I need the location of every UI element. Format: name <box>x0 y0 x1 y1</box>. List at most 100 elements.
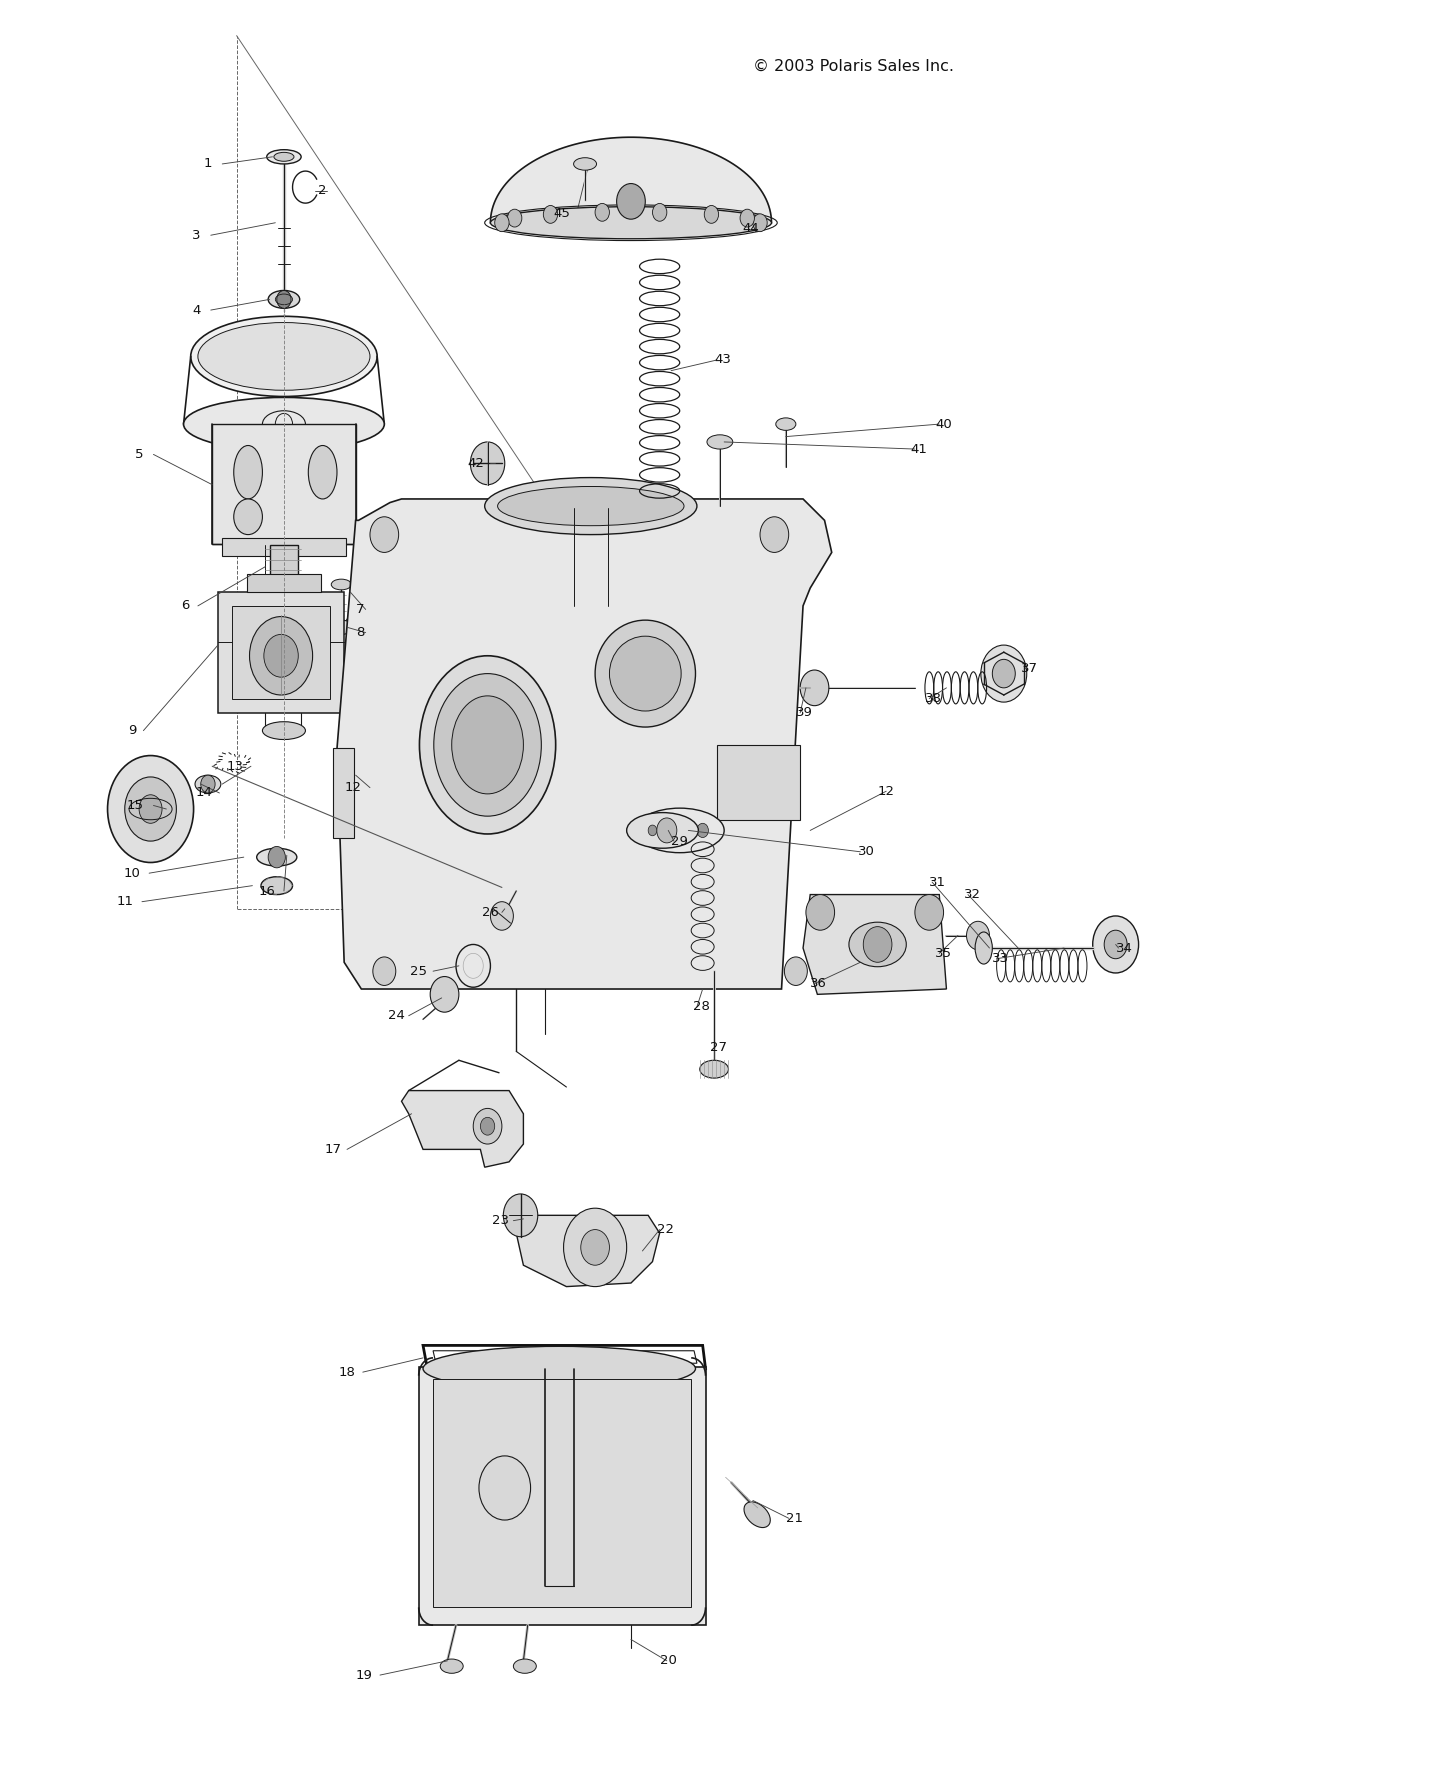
Ellipse shape <box>440 1659 463 1673</box>
Circle shape <box>648 825 657 836</box>
Text: 18: 18 <box>338 1365 356 1379</box>
Circle shape <box>595 203 609 221</box>
Text: 7: 7 <box>356 602 364 617</box>
Circle shape <box>806 895 835 930</box>
Circle shape <box>1104 930 1127 959</box>
Bar <box>222 538 346 556</box>
Circle shape <box>480 1117 495 1135</box>
Ellipse shape <box>274 153 294 162</box>
Polygon shape <box>516 1215 660 1287</box>
Circle shape <box>760 517 789 552</box>
Ellipse shape <box>700 1060 728 1078</box>
Circle shape <box>753 214 767 232</box>
Text: 33: 33 <box>992 952 1010 966</box>
Ellipse shape <box>184 397 384 451</box>
Ellipse shape <box>498 486 684 526</box>
Ellipse shape <box>635 809 724 852</box>
Text: 44: 44 <box>743 221 760 235</box>
Text: 26: 26 <box>482 905 499 920</box>
Circle shape <box>581 1230 609 1265</box>
Circle shape <box>617 184 645 219</box>
Text: 12: 12 <box>878 784 895 798</box>
Text: 2: 2 <box>318 184 327 198</box>
Text: 14: 14 <box>195 786 212 800</box>
Circle shape <box>108 756 194 862</box>
Ellipse shape <box>191 317 377 397</box>
Text: 34: 34 <box>1116 941 1133 955</box>
Text: 16: 16 <box>258 884 275 898</box>
Text: 12: 12 <box>344 781 361 795</box>
Circle shape <box>373 957 396 985</box>
Text: 38: 38 <box>925 691 942 706</box>
Text: 40: 40 <box>935 417 952 431</box>
Ellipse shape <box>485 478 697 535</box>
Circle shape <box>490 902 513 930</box>
Circle shape <box>125 777 176 841</box>
Text: 25: 25 <box>410 964 427 978</box>
Circle shape <box>668 816 691 845</box>
Ellipse shape <box>490 207 771 239</box>
Ellipse shape <box>609 636 681 711</box>
Text: 27: 27 <box>710 1041 727 1055</box>
Circle shape <box>967 921 989 950</box>
Ellipse shape <box>262 722 305 740</box>
Text: 41: 41 <box>911 442 928 456</box>
Text: 9: 9 <box>128 723 136 738</box>
Circle shape <box>430 977 459 1012</box>
Text: 24: 24 <box>387 1009 404 1023</box>
Circle shape <box>277 290 291 308</box>
Ellipse shape <box>198 323 370 390</box>
Text: 6: 6 <box>181 599 189 613</box>
Ellipse shape <box>257 848 297 866</box>
Polygon shape <box>490 137 771 223</box>
Circle shape <box>370 517 399 552</box>
Bar <box>212 424 356 544</box>
Circle shape <box>264 634 298 677</box>
Text: 32: 32 <box>964 887 981 902</box>
Text: 10: 10 <box>123 866 141 880</box>
Text: 5: 5 <box>135 447 143 462</box>
Ellipse shape <box>420 656 556 834</box>
Circle shape <box>740 208 754 226</box>
Text: 11: 11 <box>116 895 133 909</box>
Text: 23: 23 <box>492 1214 509 1228</box>
Text: 43: 43 <box>714 353 731 367</box>
Text: 17: 17 <box>324 1142 341 1157</box>
Circle shape <box>657 818 677 843</box>
Ellipse shape <box>744 1502 770 1527</box>
Text: 21: 21 <box>786 1511 803 1525</box>
Circle shape <box>508 208 522 226</box>
Ellipse shape <box>195 775 221 793</box>
Text: 39: 39 <box>796 706 813 720</box>
Text: 37: 37 <box>1021 661 1038 675</box>
Text: 8: 8 <box>356 625 364 640</box>
Circle shape <box>800 670 829 706</box>
Circle shape <box>652 203 667 221</box>
Text: 15: 15 <box>126 798 143 813</box>
Text: 4: 4 <box>192 303 201 317</box>
Circle shape <box>915 895 944 930</box>
Circle shape <box>470 442 505 485</box>
Text: 1: 1 <box>204 157 212 171</box>
Polygon shape <box>337 499 832 989</box>
Bar <box>270 545 298 584</box>
Polygon shape <box>402 1091 523 1167</box>
Circle shape <box>473 1108 502 1144</box>
Text: 3: 3 <box>192 228 201 242</box>
Text: 28: 28 <box>693 1000 710 1014</box>
Ellipse shape <box>268 290 300 308</box>
Bar <box>717 745 800 820</box>
Text: 45: 45 <box>554 207 571 221</box>
Circle shape <box>479 1456 531 1520</box>
Circle shape <box>564 1208 627 1287</box>
Circle shape <box>863 927 892 962</box>
Bar <box>232 606 330 699</box>
Bar <box>433 1379 691 1607</box>
Ellipse shape <box>234 499 262 535</box>
Circle shape <box>981 645 1027 702</box>
Ellipse shape <box>423 1347 695 1390</box>
Circle shape <box>992 659 1015 688</box>
Circle shape <box>1093 916 1139 973</box>
Bar <box>333 748 354 838</box>
Text: 36: 36 <box>810 977 827 991</box>
